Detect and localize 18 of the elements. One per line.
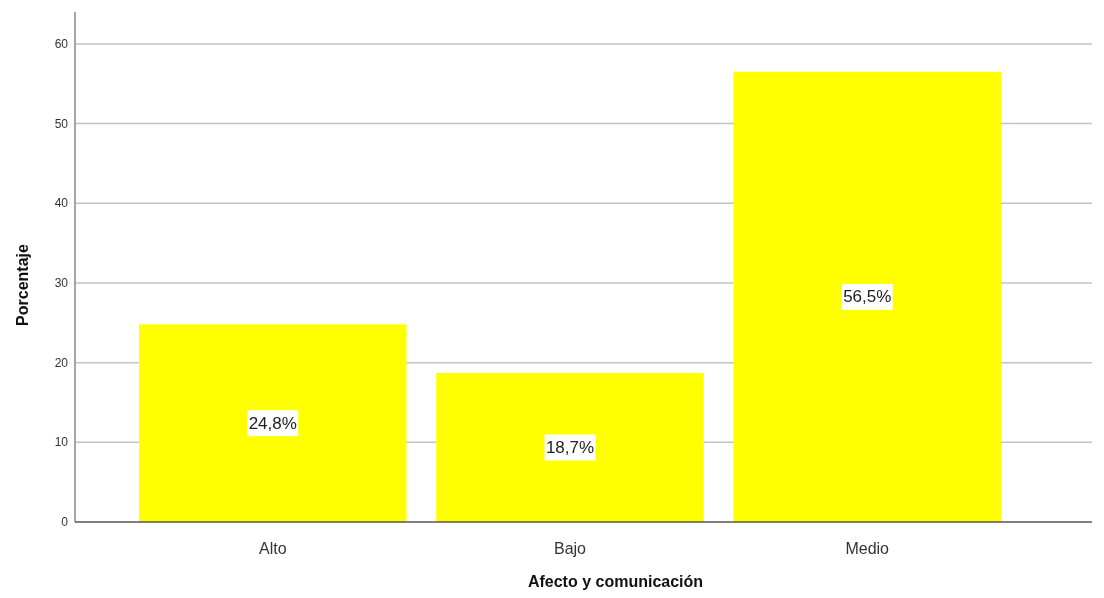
y-tick-label: 0	[61, 515, 69, 529]
x-tick-label: Medio	[845, 539, 890, 557]
y-tick-label: 50	[54, 116, 69, 131]
bar	[733, 71, 1001, 522]
x-axis-title: Afecto y comunicación	[527, 572, 704, 590]
y-tick-label: 60	[54, 36, 69, 51]
y-axis-title: Porcentaje	[13, 243, 31, 326]
y-tick-label: 30	[54, 275, 69, 290]
x-tick-label: Bajo	[553, 539, 587, 557]
bar	[139, 324, 407, 522]
x-tick-label: Alto	[258, 539, 287, 557]
y-tick-label: 40	[54, 196, 69, 211]
y-tick-label: 10	[54, 435, 69, 450]
y-tick-label: 20	[54, 355, 69, 370]
data-label: 56,5%	[843, 287, 892, 307]
bar	[436, 372, 704, 522]
data-label: 24,8%	[248, 413, 297, 433]
data-label: 18,7%	[545, 437, 595, 457]
